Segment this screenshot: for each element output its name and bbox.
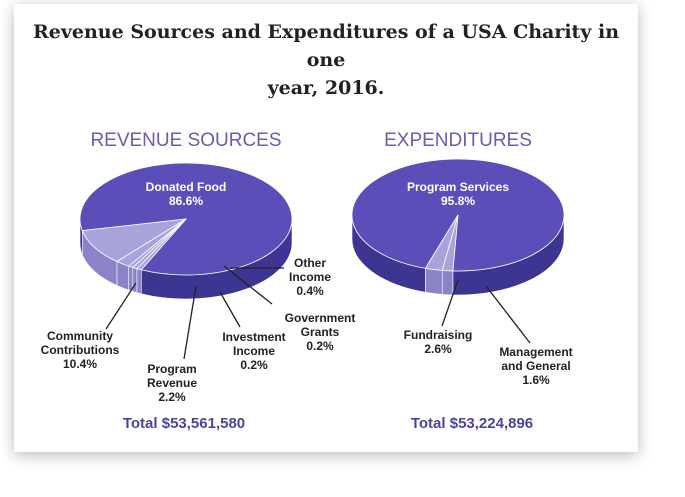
label-program-services-name: Program Services	[407, 180, 509, 194]
pie-side-5	[136, 268, 142, 295]
label-program-revenue-value: 2.2%	[158, 390, 186, 404]
revenue-pie: REVENUE SOURCES	[79, 130, 293, 300]
chart-title-line-2: year, 2016.	[267, 77, 385, 99]
leader-government	[223, 265, 273, 305]
pie-side-3	[128, 265, 134, 292]
label-management-general-name: and General	[501, 359, 570, 373]
label-other-income-value: 0.4%	[296, 284, 324, 298]
revenue-heading: REVENUE SOURCES	[90, 130, 281, 151]
pie-side-4	[132, 267, 138, 294]
chart-card: Revenue Sources and Expenditures of a US…	[14, 4, 638, 452]
label-program-services-value: 95.8%	[441, 194, 475, 208]
leader-program	[183, 285, 197, 360]
pie-slice	[136, 218, 187, 271]
expenditure-total: Total $53,224,896	[411, 415, 533, 432]
chart-title: Revenue Sources and Expenditures of a US…	[14, 18, 638, 102]
label-other-income-name: Other	[294, 256, 326, 270]
label-management-general-name: Management	[499, 345, 572, 359]
leader-investment	[219, 291, 241, 328]
chart-title-line-1: Revenue Sources and Expenditures of a US…	[32, 21, 620, 71]
pie-side-1	[425, 267, 443, 295]
label-investment-income-name: Income	[233, 344, 275, 358]
label-community-contributions-name: Contributions	[41, 343, 120, 357]
label-program-revenue-name: Revenue	[147, 376, 197, 390]
label-investment-income-name: Investment	[222, 330, 285, 344]
label-investment-income-value: 0.2%	[240, 358, 268, 372]
label-government-grants-name: Grants	[301, 325, 340, 339]
label-management-general-value: 1.6%	[522, 373, 550, 387]
label-fundraising-name: Fundraising	[404, 328, 473, 342]
leader-management	[485, 285, 531, 344]
pie-slice	[81, 218, 187, 262]
pie-side-2	[441, 270, 454, 296]
expenditure-pie: EXPENDITURES	[351, 130, 565, 296]
label-government-grants-value: 0.2%	[306, 339, 334, 353]
leader-fundraising	[441, 279, 459, 327]
label-fundraising-value: 2.6%	[424, 342, 452, 356]
label-community-contributions-name: Community	[47, 329, 113, 343]
leader-community	[105, 282, 137, 330]
label-donated-food-value: 86.6%	[169, 194, 203, 208]
pie-slice	[441, 214, 459, 272]
expenditure-heading: EXPENDITURES	[384, 130, 532, 151]
label-community-contributions-value: 10.4%	[63, 357, 97, 371]
label-program-revenue-name: Program	[147, 362, 196, 376]
revenue-total: Total $53,561,580	[123, 415, 245, 432]
label-donated-food-name: Donated Food	[146, 180, 227, 194]
pie-charts: REVENUE SOURCES EXPENDITURES Donated Food8…	[41, 130, 573, 432]
label-government-grants-name: Government	[285, 311, 356, 325]
label-other-income-name: Income	[289, 270, 331, 284]
